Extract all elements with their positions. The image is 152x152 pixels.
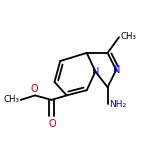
Text: CH₃: CH₃ [4, 95, 20, 104]
Text: NH₂: NH₂ [109, 100, 126, 109]
Text: CH₃: CH₃ [121, 32, 136, 41]
Text: N: N [113, 65, 121, 75]
Text: O: O [31, 84, 38, 94]
Text: O: O [48, 119, 56, 129]
Text: N: N [92, 67, 99, 77]
